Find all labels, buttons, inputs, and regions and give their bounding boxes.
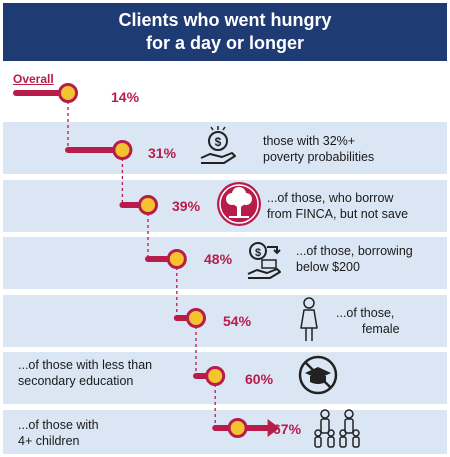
marker-4 bbox=[166, 249, 187, 269]
overall-label: Overall bbox=[13, 72, 54, 86]
value-label-3: 39% bbox=[172, 198, 201, 214]
svg-text:$: $ bbox=[215, 135, 222, 149]
small-loan-icon: $ bbox=[247, 242, 281, 279]
row-band-4 bbox=[3, 237, 447, 289]
female-icon bbox=[300, 297, 318, 341]
chart-title-line-1: Clients who went hungry bbox=[118, 10, 332, 30]
row-band-6 bbox=[3, 352, 447, 404]
value-label-5: 54% bbox=[223, 313, 252, 329]
chart-header: Clients who went hungry for a day or lon… bbox=[3, 3, 447, 61]
finca-tree-icon bbox=[217, 182, 261, 226]
value-label-6: 60% bbox=[245, 371, 274, 387]
row-description-3-line-1: ...of those, who borrow bbox=[267, 191, 394, 205]
row-description-7: ...of those with 4+ children bbox=[18, 417, 99, 449]
marker-5 bbox=[186, 308, 206, 328]
svg-text:$: $ bbox=[255, 247, 261, 259]
marker-1 bbox=[58, 83, 78, 103]
marker-2 bbox=[112, 140, 133, 160]
bar-arrowhead bbox=[267, 419, 280, 437]
no-education-icon bbox=[298, 355, 338, 395]
row-description-6-line-2: secondary education bbox=[18, 374, 134, 388]
row-description-2-line-2: poverty probabilities bbox=[263, 150, 375, 164]
marker-3 bbox=[138, 195, 158, 215]
row-description-2: those with 32%+ poverty probabilities bbox=[263, 133, 374, 165]
value-label-1: 14% bbox=[111, 89, 140, 105]
row-description-6-line-1: ...of those with less than bbox=[18, 358, 153, 372]
money-hand-icon: $ bbox=[200, 126, 236, 164]
row-description-4: ...of those, borrowing below $200 bbox=[296, 243, 413, 275]
value-label-4: 48% bbox=[204, 251, 233, 267]
row-description-6: ...of those with less than secondary edu… bbox=[18, 357, 152, 389]
row-band-7 bbox=[3, 410, 447, 454]
row-band-5 bbox=[3, 295, 447, 347]
row-description-5-line-2: female bbox=[362, 322, 400, 336]
value-label-2: 31% bbox=[148, 145, 177, 161]
row-description-4-line-2: below $200 bbox=[296, 260, 360, 274]
row-description-2-line-1: those with 32%+ bbox=[263, 134, 356, 148]
row-description-7-line-1: ...of those with bbox=[18, 418, 99, 432]
family-icon bbox=[314, 409, 360, 448]
row-description-3: ...of those, who borrow from FINCA, but … bbox=[267, 190, 408, 222]
chart-title-line-2: for a day or longer bbox=[145, 33, 304, 53]
row-description-7-line-2: 4+ children bbox=[18, 434, 80, 448]
row-description-5-line-1: ...of those, bbox=[336, 306, 395, 320]
row-description-4-line-1: ...of those, borrowing bbox=[296, 244, 413, 258]
marker-7 bbox=[227, 418, 248, 438]
marker-6 bbox=[205, 366, 226, 386]
row-description-5: ...of those, female bbox=[336, 305, 400, 337]
row-description-3-line-2: from FINCA, but not save bbox=[267, 207, 409, 221]
value-label-7: 67% bbox=[273, 421, 302, 437]
